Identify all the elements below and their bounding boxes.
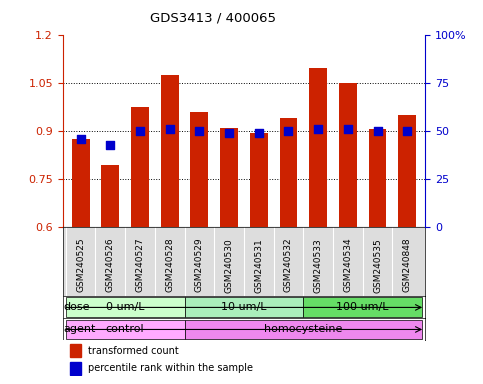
Text: 0 um/L: 0 um/L	[106, 303, 144, 313]
Bar	[369, 129, 386, 227]
Bar	[131, 107, 149, 227]
Text: homocysteine: homocysteine	[264, 324, 342, 334]
Point	[225, 130, 233, 136]
Bar	[220, 128, 238, 227]
Bar	[309, 68, 327, 227]
Text: GSM240525: GSM240525	[76, 238, 85, 293]
Text: 10 um/L: 10 um/L	[221, 303, 267, 313]
Point	[166, 126, 173, 132]
Bar	[280, 118, 298, 227]
Text: transformed count: transformed count	[88, 346, 179, 356]
Bar	[398, 115, 416, 227]
Text: GSM240529: GSM240529	[195, 238, 204, 293]
Text: GSM240534: GSM240534	[343, 238, 352, 293]
FancyBboxPatch shape	[185, 319, 422, 339]
Bar	[70, 344, 81, 357]
FancyBboxPatch shape	[66, 298, 185, 317]
Text: GSM240527: GSM240527	[136, 238, 144, 293]
Point	[255, 130, 263, 136]
Text: GDS3413 / 400065: GDS3413 / 400065	[150, 12, 275, 25]
Point	[314, 126, 322, 132]
Point	[136, 128, 144, 134]
Text: GSM240535: GSM240535	[373, 238, 382, 293]
Point	[403, 128, 411, 134]
Bar	[190, 112, 208, 227]
FancyBboxPatch shape	[303, 298, 422, 317]
Point	[284, 128, 292, 134]
Point	[344, 126, 352, 132]
Text: GSM240533: GSM240533	[313, 238, 323, 293]
Text: GSM240532: GSM240532	[284, 238, 293, 293]
Point	[106, 141, 114, 147]
Bar	[70, 362, 81, 374]
Bar	[161, 75, 179, 227]
Bar	[71, 139, 89, 227]
Text: GSM240526: GSM240526	[106, 238, 115, 293]
Text: agent: agent	[63, 324, 96, 334]
Text: control: control	[106, 324, 144, 334]
FancyBboxPatch shape	[66, 319, 185, 339]
Bar	[101, 165, 119, 227]
Text: percentile rank within the sample: percentile rank within the sample	[88, 363, 253, 373]
Point	[77, 136, 85, 142]
Text: GSM240530: GSM240530	[225, 238, 234, 293]
Point	[374, 128, 382, 134]
Text: dose: dose	[63, 303, 90, 313]
Text: GSM240528: GSM240528	[165, 238, 174, 293]
Text: 100 um/L: 100 um/L	[337, 303, 389, 313]
FancyBboxPatch shape	[185, 298, 303, 317]
Text: GSM240531: GSM240531	[254, 238, 263, 293]
Text: GSM240848: GSM240848	[403, 238, 412, 293]
Bar	[339, 83, 357, 227]
Point	[196, 128, 203, 134]
Bar	[250, 132, 268, 227]
